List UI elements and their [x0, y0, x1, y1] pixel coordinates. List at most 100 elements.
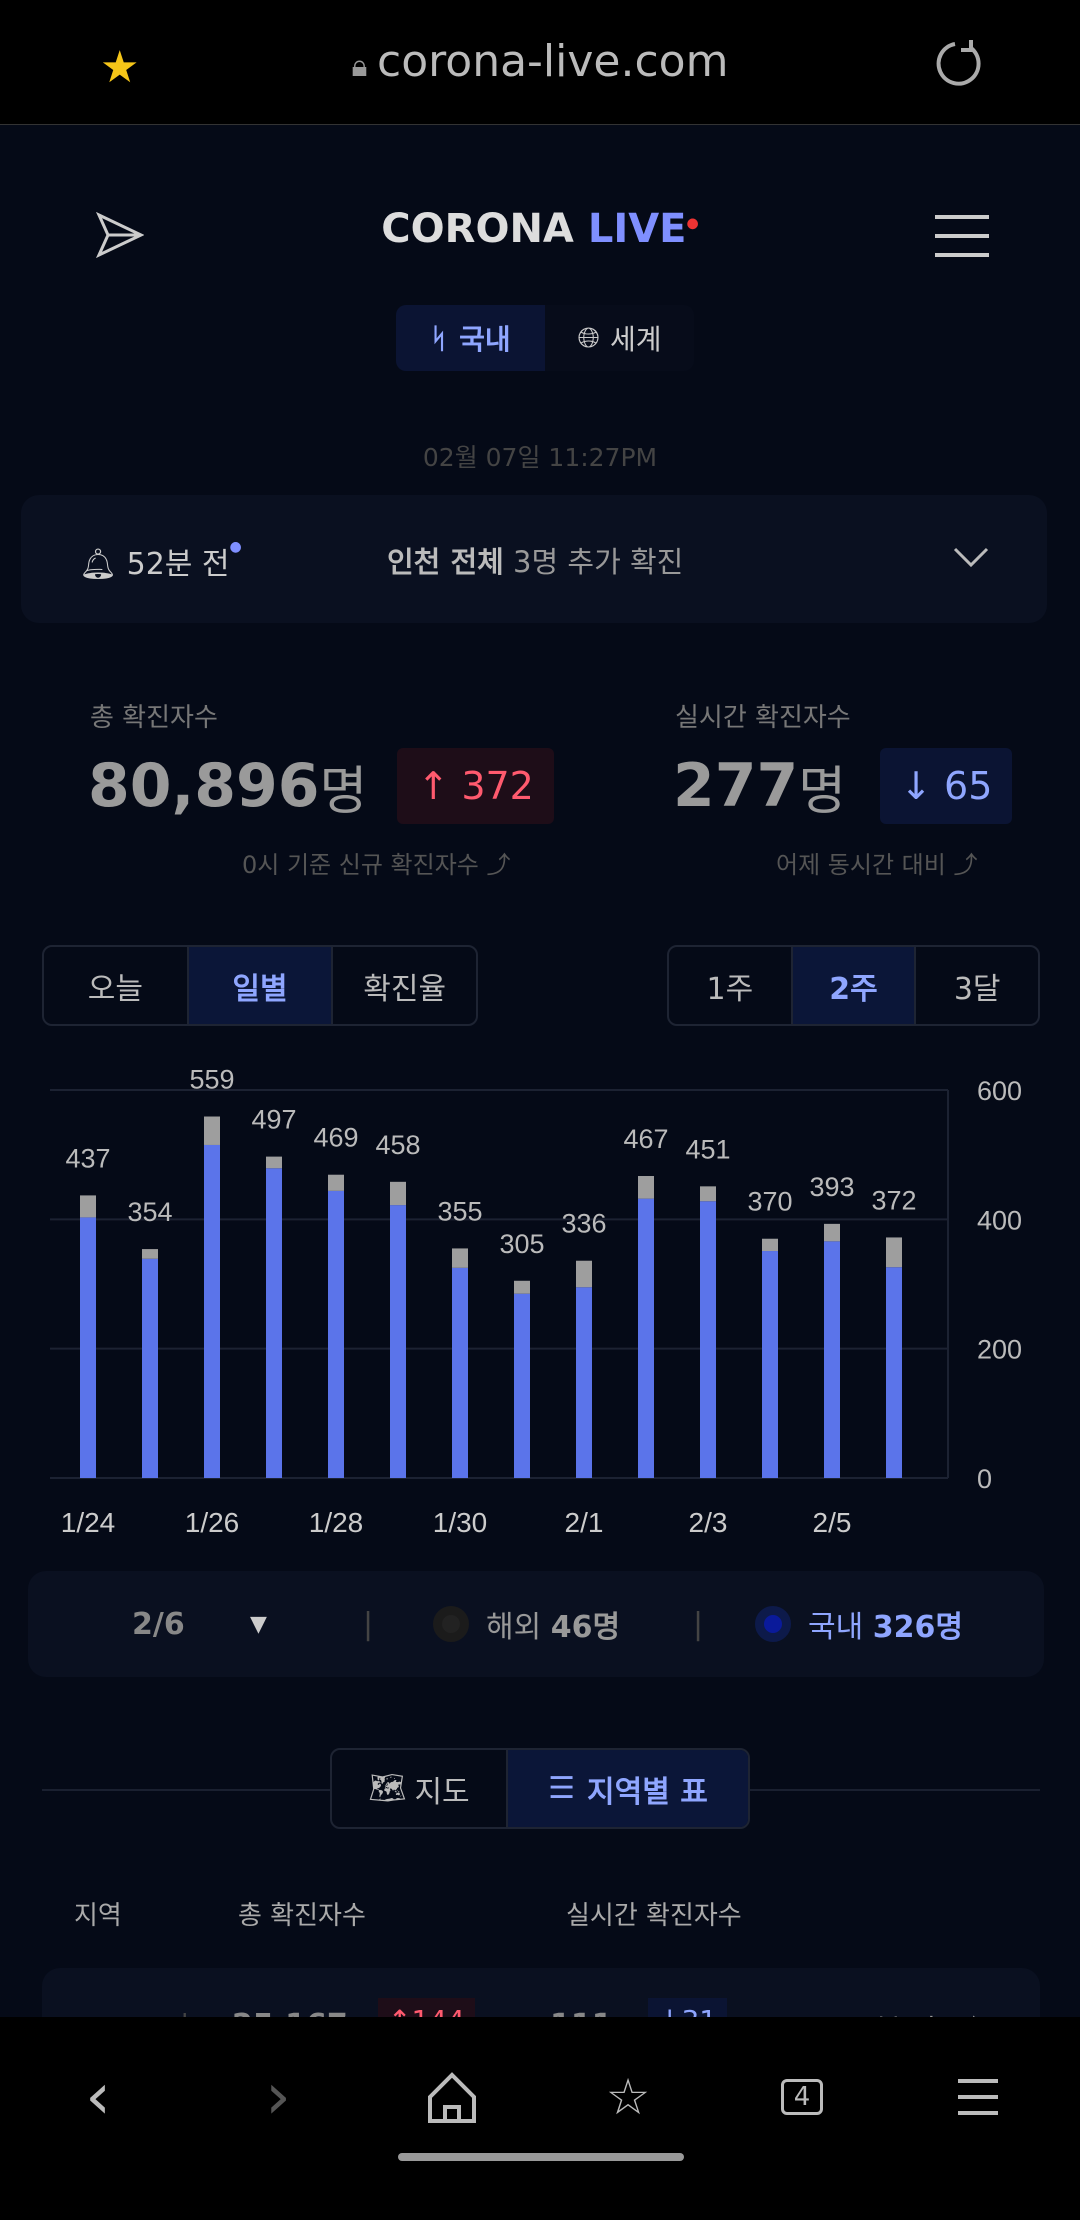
home-icon[interactable]	[412, 2057, 492, 2137]
data-label: 458	[375, 1130, 420, 1160]
bar-overseas-2/6[interactable]	[886, 1237, 902, 1268]
browser-bottom-nav: ‹ › ☆ 4	[0, 2017, 1080, 2220]
tab-region-table[interactable]: ☰ 지역별 표	[508, 1750, 748, 1827]
tab-world[interactable]: 🌐︎ 세계	[545, 305, 694, 371]
bar-domestic-2/5[interactable]	[824, 1241, 840, 1478]
bar-overseas-2/2[interactable]	[638, 1176, 654, 1199]
data-label: 370	[747, 1187, 792, 1217]
bookmark-star-icon[interactable]: ★	[100, 42, 140, 93]
menu-icon[interactable]	[935, 214, 989, 258]
live-delta-badge: ↓ 65	[880, 748, 1013, 824]
legend-date[interactable]: 2/6	[132, 1606, 185, 1642]
bar-overseas-1/29[interactable]	[390, 1181, 406, 1206]
total-label: 총 확진자수	[90, 703, 218, 733]
overseas-dot-icon	[433, 1606, 469, 1642]
data-label: 354	[127, 1197, 172, 1227]
bar-overseas-1/31[interactable]	[514, 1280, 530, 1294]
bookmarks-icon[interactable]: ☆	[605, 2068, 651, 2126]
bar-overseas-1/24[interactable]	[80, 1195, 96, 1218]
data-label: 469	[313, 1123, 358, 1153]
tab-map[interactable]: 🗺︎ 지도	[332, 1750, 508, 1827]
bar-domestic-1/24[interactable]	[80, 1217, 96, 1478]
bar-overseas-1/28[interactable]	[328, 1174, 344, 1191]
update-date: 02월 07일 11:27PM	[422, 443, 658, 472]
total-cases: 80,896 명 ↑ 372	[88, 748, 554, 824]
data-label: 437	[65, 1143, 110, 1173]
alert-time: 🔔︎ 52분 전●	[79, 539, 242, 582]
data-label: 559	[189, 1065, 234, 1095]
map-icon: 🗺︎	[368, 1771, 407, 1806]
x-tick-label: 2/5	[813, 1507, 852, 1538]
data-label: 393	[809, 1172, 854, 1202]
menu-icon[interactable]	[938, 2057, 1018, 2137]
share-send-icon[interactable]	[96, 212, 144, 258]
bar-domestic-2/4[interactable]	[762, 1251, 778, 1478]
data-label: 355	[437, 1196, 482, 1226]
tab-2-weeks[interactable]: 2주	[792, 947, 917, 1024]
home-indicator	[398, 2153, 684, 2161]
tab-domestic[interactable]: ᛋ 국내	[396, 305, 545, 371]
chart-legend: 2/6 ▼ | 해외 46명 | 국내 326명	[28, 1571, 1044, 1677]
reload-icon[interactable]	[935, 38, 987, 90]
total-note: 0시 기준 신규 확진자수 ⤴	[242, 851, 511, 879]
data-label: 497	[251, 1105, 296, 1135]
url-bar[interactable]: 🔒︎ corona-live.com	[0, 36, 1080, 87]
bar-domestic-1/26[interactable]	[204, 1144, 220, 1478]
total-delta-badge: ↑ 372	[397, 748, 554, 824]
legend-overseas: 해외 46명	[486, 1610, 621, 1645]
bar-overseas-1/25[interactable]	[142, 1249, 158, 1259]
globe-icon: 🌐︎	[577, 321, 600, 354]
tabs-button[interactable]: 4	[762, 2057, 842, 2137]
url-text: corona-live.com	[377, 36, 729, 87]
tab-label: 국내	[459, 323, 511, 356]
live-note: 어제 동시간 대비 ⤴	[776, 851, 978, 879]
alert-card[interactable]: 🔔︎ 52분 전● 인천 전체 3명 추가 확진	[21, 495, 1047, 623]
bar-overseas-2/3[interactable]	[700, 1186, 716, 1202]
bell-icon: 🔔︎	[79, 547, 127, 582]
lock-icon: 🔒︎	[351, 49, 378, 84]
chevron-down-icon[interactable]	[953, 547, 989, 569]
bar-domestic-1/27[interactable]	[266, 1168, 282, 1478]
tab-count: 4	[780, 2079, 824, 2115]
alert-message: 인천 전체 3명 추가 확진	[387, 545, 684, 579]
data-label: 336	[561, 1209, 606, 1239]
back-icon[interactable]: ‹	[85, 2060, 111, 2134]
tab-1-week[interactable]: 1주	[669, 947, 793, 1024]
bar-overseas-1/26[interactable]	[204, 1116, 220, 1145]
bar-domestic-1/29[interactable]	[390, 1205, 406, 1478]
bar-domestic-1/25[interactable]	[142, 1258, 158, 1478]
bar-overseas-2/5[interactable]	[824, 1223, 840, 1242]
y-tick-label: 600	[977, 1076, 1022, 1106]
bar-domestic-2/3[interactable]	[700, 1201, 716, 1478]
tab-positive-rate[interactable]: 확진율	[363, 971, 447, 1007]
y-tick-label: 0	[977, 1464, 992, 1494]
tab-daily[interactable]: 일별	[188, 947, 334, 1024]
tab-3-months[interactable]: 3달	[953, 971, 1001, 1007]
forward-icon[interactable]: ›	[265, 2060, 291, 2134]
bar-overseas-1/30[interactable]	[452, 1248, 468, 1268]
caret-down-icon[interactable]: ▼	[250, 1611, 267, 1637]
data-label: 451	[685, 1134, 730, 1164]
bar-domestic-1/28[interactable]	[328, 1190, 344, 1478]
bar-overseas-2/1[interactable]	[576, 1260, 592, 1288]
region-tabs: ᛋ 국내 🌐︎ 세계	[396, 305, 694, 371]
bar-domestic-1/30[interactable]	[452, 1267, 468, 1478]
bar-domestic-2/2[interactable]	[638, 1198, 654, 1478]
bar-domestic-1/31[interactable]	[514, 1293, 530, 1478]
x-tick-label: 2/1	[565, 1507, 604, 1538]
x-tick-label: 1/30	[433, 1507, 488, 1538]
bar-overseas-1/27[interactable]	[266, 1156, 282, 1169]
list-icon: ☰	[548, 1771, 576, 1806]
bar-domestic-2/6[interactable]	[886, 1267, 902, 1478]
korea-map-icon: ᛋ	[430, 321, 448, 355]
col-total: 총 확진자수	[238, 1901, 366, 1931]
logo[interactable]: CORONA LIVE●	[381, 206, 699, 252]
y-tick-label: 200	[977, 1335, 1022, 1365]
bar-domestic-2/1[interactable]	[576, 1287, 592, 1478]
x-tick-label: 1/24	[61, 1507, 116, 1538]
col-live: 실시간 확진자수	[566, 1901, 742, 1931]
browser-top-bar: ★ 🔒︎ corona-live.com	[0, 0, 1080, 125]
mode-tabs: 오늘 일별 확진율	[42, 945, 478, 1026]
bar-overseas-2/4[interactable]	[762, 1238, 778, 1252]
tab-today[interactable]: 오늘	[44, 947, 189, 1024]
